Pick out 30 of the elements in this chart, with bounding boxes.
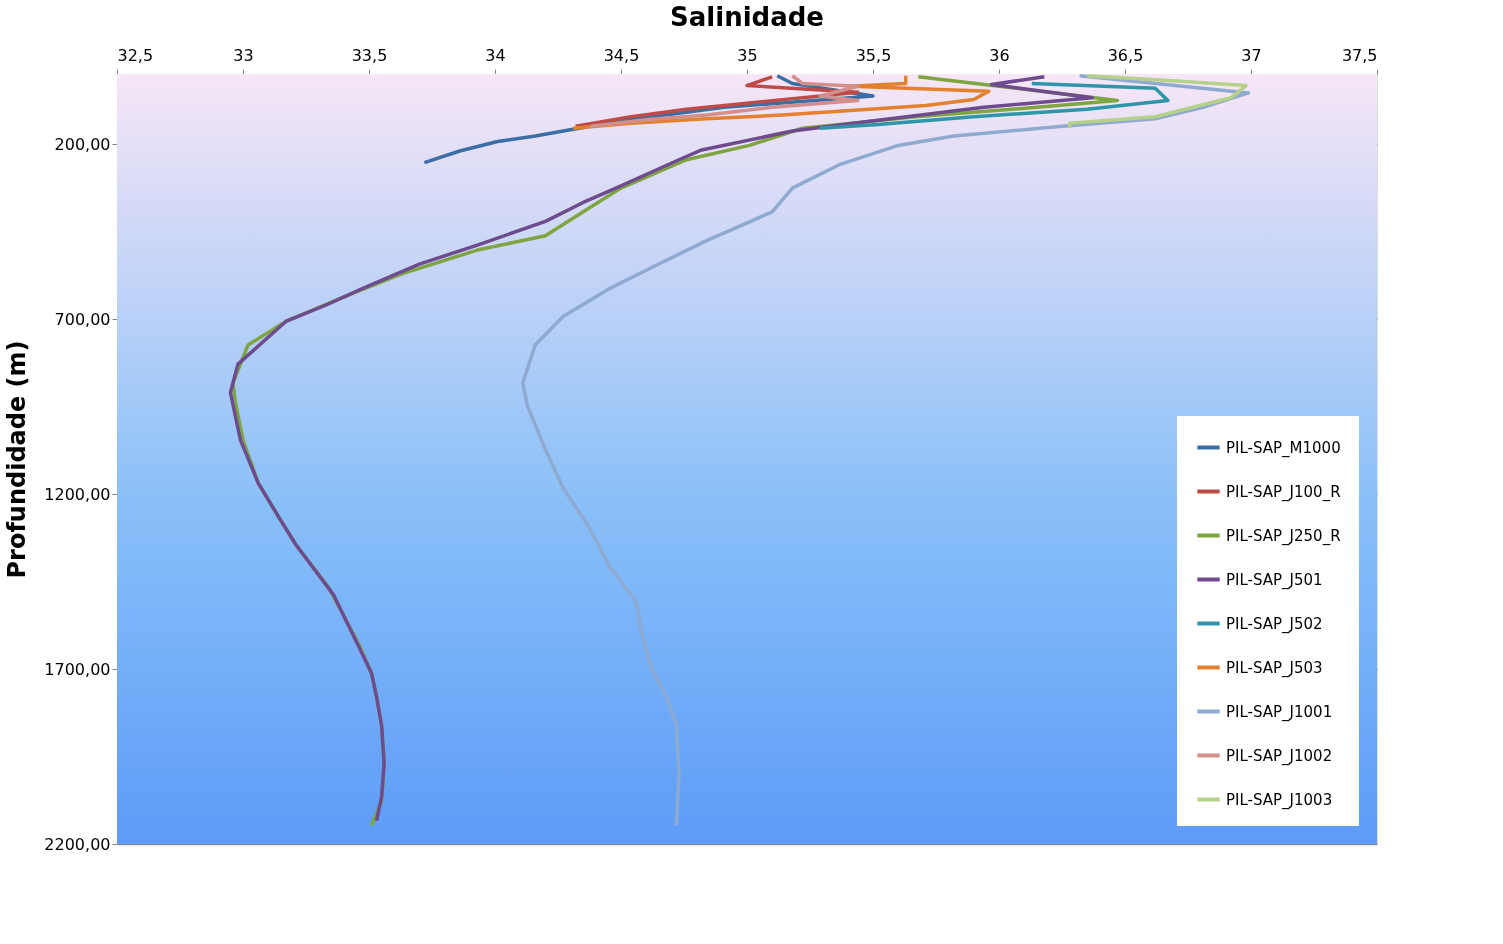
legend-label: PIL-SAP_J501 xyxy=(1226,570,1323,590)
x-tick-label: 34 xyxy=(485,45,506,65)
line-series xyxy=(571,74,991,130)
x-tick-label: 35,5 xyxy=(855,45,892,65)
y-tick-label: 1200,00 xyxy=(44,484,111,504)
y-tick-label: 2200,00 xyxy=(44,834,111,854)
chart-title: Salinidade xyxy=(670,2,824,32)
y-tick-label: 1700,00 xyxy=(44,659,111,679)
y-tick-label: 700,00 xyxy=(54,309,111,329)
legend-label: PIL-SAP_M1000 xyxy=(1226,438,1341,458)
x-tick-label: 33 xyxy=(233,45,254,65)
legend-label: PIL-SAP_J1002 xyxy=(1226,746,1333,766)
legend-label: PIL-SAP_J250_R xyxy=(1226,526,1341,546)
x-tick-label: 32,5 xyxy=(117,45,154,65)
legend-label: PIL-SAP_J1001 xyxy=(1226,702,1333,722)
x-tick-label: 33,5 xyxy=(351,45,388,65)
x-tick-label: 35 xyxy=(737,45,758,65)
x-tick-label: 36,5 xyxy=(1107,45,1144,65)
y-axis-title: Profundidade (m) xyxy=(3,340,32,579)
line-series xyxy=(818,81,1170,130)
x-tick-label: 36 xyxy=(989,45,1010,65)
x-tick-label: 34,5 xyxy=(603,45,640,65)
legend-label: PIL-SAP_J1003 xyxy=(1226,790,1333,810)
x-tick-label: 37 xyxy=(1241,45,1262,65)
y-tick-label: 200,00 xyxy=(54,134,111,154)
legend-label: PIL-SAP_J100_R xyxy=(1226,482,1341,502)
x-tick-label: 37,5 xyxy=(1341,45,1378,65)
legend-label: PIL-SAP_J502 xyxy=(1226,614,1323,634)
line-series xyxy=(1067,74,1248,130)
legend-label: PIL-SAP_J503 xyxy=(1226,658,1323,678)
